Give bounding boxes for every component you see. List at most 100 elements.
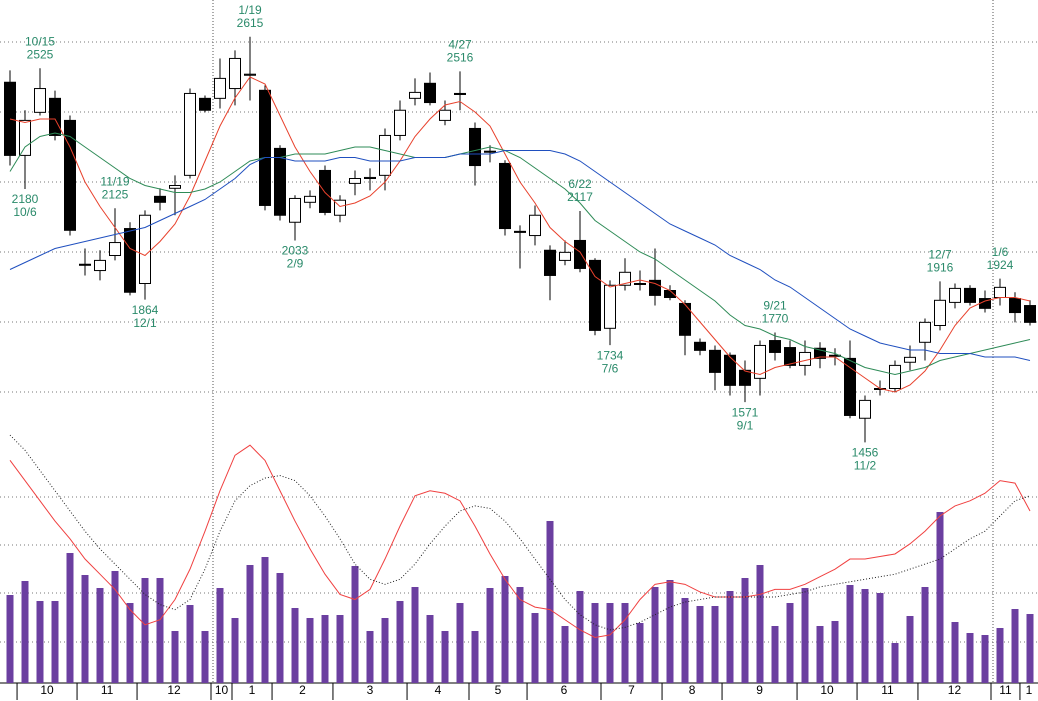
- volume-bar: [486, 588, 494, 683]
- volume-bar: [66, 553, 74, 683]
- volume-bar: [786, 603, 794, 683]
- line-series: [9, 434, 1031, 631]
- candle-body: [919, 321, 931, 343]
- candle-body: [109, 242, 121, 257]
- candle-body: [1009, 298, 1021, 314]
- candle-body: [94, 259, 106, 272]
- volume-bar: [951, 622, 959, 683]
- candle-body: [394, 109, 406, 136]
- candle-body: [769, 340, 781, 353]
- x-tick-label: 8: [689, 683, 696, 697]
- candle-body: [199, 97, 211, 111]
- x-tick-label: 1: [249, 683, 256, 697]
- candle-body: [739, 369, 751, 386]
- volume-bar: [1011, 609, 1019, 683]
- candle-body: [259, 89, 271, 206]
- volume-bar: [621, 603, 629, 683]
- low-date-label: 12/1: [133, 316, 157, 330]
- candle-body: [289, 197, 301, 223]
- candle-body: [124, 228, 136, 293]
- candle-body: [709, 349, 721, 373]
- candle-body: [994, 286, 1006, 299]
- volume-bar: [576, 591, 584, 683]
- candle-body: [409, 91, 421, 99]
- volume-bar: [591, 603, 599, 683]
- candle-body: [244, 73, 256, 76]
- volume-bar: [516, 587, 524, 683]
- volume-bar: [441, 631, 449, 683]
- x-tick-label: 2: [299, 683, 306, 697]
- candle-body: [904, 356, 916, 363]
- volume-bar: [546, 521, 554, 683]
- volume-bar: [351, 566, 359, 683]
- x-tick-label: 10: [820, 683, 834, 697]
- candle-body: [844, 357, 856, 416]
- candle-body: [649, 279, 661, 296]
- volume-bar: [156, 578, 164, 683]
- volume-bar: [81, 575, 89, 683]
- x-tick-label: 11: [881, 683, 894, 697]
- candle-body: [229, 57, 241, 90]
- high-date-label: 12/7: [928, 248, 952, 262]
- low-date-label: 9/1: [737, 418, 754, 432]
- high-date-label: 4/27: [448, 38, 472, 52]
- volume-bar: [6, 595, 14, 683]
- high-date-label: 6/22: [568, 177, 592, 191]
- candle-body: [79, 263, 91, 266]
- candle-body: [784, 347, 796, 366]
- x-tick-label: 5: [495, 683, 502, 697]
- volume-bar: [1026, 614, 1034, 683]
- volume-bar: [636, 623, 644, 683]
- volume-bar: [21, 581, 29, 683]
- candle-body: [349, 178, 361, 184]
- high-price-label: 1924: [987, 258, 1014, 272]
- high-date-label: 1/19: [238, 3, 262, 17]
- candle-body: [424, 82, 436, 104]
- candle-body: [139, 214, 151, 284]
- volume-bar: [171, 631, 179, 683]
- volume-bar: [96, 588, 104, 683]
- low-date-label: 10/6: [13, 205, 37, 219]
- candle-body: [454, 92, 466, 95]
- low-date-label: 7/6: [602, 361, 619, 375]
- volume-bar: [186, 605, 194, 683]
- volume-bar: [426, 615, 434, 683]
- line-series: [9, 444, 1031, 638]
- volume-bar: [771, 626, 779, 683]
- volume-bar: [336, 615, 344, 683]
- candle-body: [529, 214, 541, 237]
- candle-body: [469, 127, 481, 167]
- candle-body: [589, 259, 601, 331]
- candle-body: [484, 150, 496, 153]
- candle-body: [1024, 305, 1036, 323]
- volume-bar: [141, 578, 149, 683]
- x-tick-label: 10: [215, 683, 229, 697]
- low-date-label: 2/9: [287, 257, 304, 271]
- candle-body: [319, 169, 331, 213]
- low-date-label: 11/2: [854, 459, 877, 473]
- volume-bar: [606, 603, 614, 683]
- candle-body: [364, 176, 376, 179]
- high-date-label: 11/19: [100, 174, 129, 188]
- low-price-label: 1864: [132, 303, 159, 317]
- volume-bar: [846, 585, 854, 683]
- volume-bar: [801, 588, 809, 683]
- volume-bar: [681, 598, 689, 683]
- candle-body: [49, 97, 61, 136]
- high-price-label: 2615: [237, 16, 264, 30]
- x-tick-label: 9: [756, 683, 763, 697]
- line-series: [9, 76, 1031, 393]
- low-price-label: 1571: [732, 405, 759, 419]
- candle-body: [859, 399, 871, 419]
- candle-body: [64, 119, 76, 231]
- candle-body: [634, 283, 646, 285]
- candle-body: [334, 199, 346, 216]
- candle-body: [604, 284, 616, 329]
- volume-bar: [216, 588, 224, 683]
- candle-body: [559, 251, 571, 261]
- high-price-label: 1770: [762, 312, 789, 326]
- volume-bar: [276, 573, 284, 683]
- high-date-label: 10/15: [25, 34, 55, 48]
- volume-bar: [501, 576, 509, 683]
